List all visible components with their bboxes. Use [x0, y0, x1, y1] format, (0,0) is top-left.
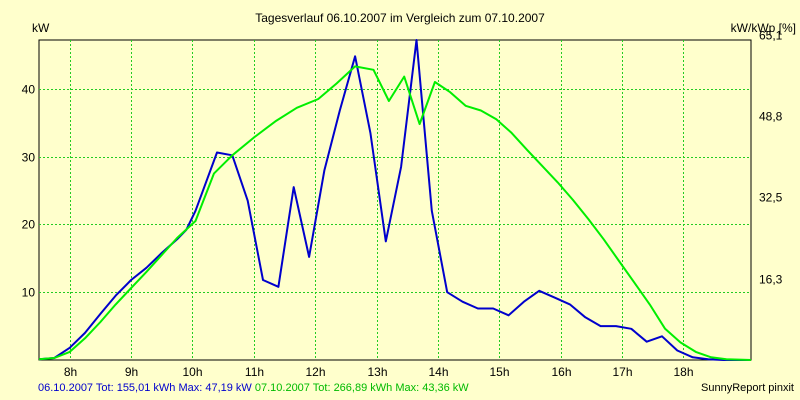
- y-tick-label-right: 65,1: [759, 29, 783, 43]
- y-tick-label-right: 32,5: [759, 191, 783, 205]
- x-tick-label: 9h: [125, 365, 138, 379]
- x-tick-label: 15h: [489, 365, 509, 379]
- x-tick-label: 10h: [182, 365, 202, 379]
- x-tick-label: 12h: [305, 365, 325, 379]
- footer-credit: SunnyReport pinxit: [701, 382, 794, 394]
- footer-series-1-stats: 06.10.2007 Tot: 155,01 kWh Max: 47,19 kW: [38, 382, 252, 394]
- y-tick-label-left: 40: [22, 83, 36, 97]
- series-line-2: [38, 65, 752, 361]
- footer-stats: 06.10.2007 Tot: 155,01 kWh Max: 47,19 kW…: [38, 382, 469, 394]
- chart-title: Tagesverlauf 06.10.2007 im Vergleich zum…: [255, 11, 545, 25]
- x-tick-label: 14h: [428, 365, 448, 379]
- x-tick-label: 8h: [64, 365, 77, 379]
- y-axis-right-label: kW/kWp [%]: [731, 21, 796, 35]
- y-tick-label-right: 16,3: [759, 273, 783, 287]
- y-axis-left-label: kW: [32, 21, 50, 35]
- y-tick-label-left: 20: [22, 218, 36, 232]
- x-tick-label: 16h: [551, 365, 571, 379]
- x-tick-label: 11h: [245, 365, 264, 379]
- y-tick-label-right: 48,8: [759, 110, 783, 124]
- series-group: [38, 39, 752, 361]
- footer-series-2-stats: 07.10.2007 Tot: 266,89 kWh Max: 43,36 kW: [251, 382, 469, 394]
- tick-labels: 8h 9h 10h 11h 12h 13h 14h 15h 16h 17h 18h 10 20 30 40 1…: [22, 29, 783, 380]
- y-tick-label-left: 30: [22, 151, 36, 165]
- x-tick-label: 18h: [673, 365, 693, 379]
- y-tick-label-left: 10: [22, 286, 36, 300]
- series-line-1: [38, 39, 751, 361]
- x-tick-label: 13h: [367, 365, 387, 379]
- x-tick-label: 17h: [612, 365, 632, 379]
